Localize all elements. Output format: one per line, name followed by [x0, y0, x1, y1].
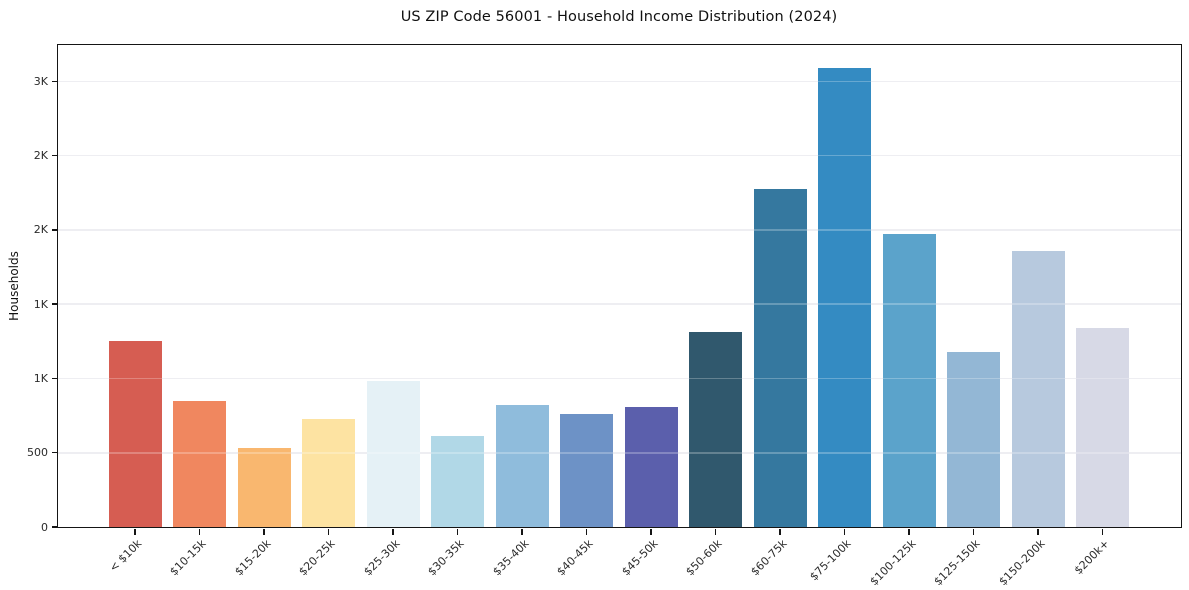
- x-tick-mark: [585, 528, 588, 535]
- x-tick-mark: [456, 528, 459, 535]
- y-tick-mark: [51, 377, 57, 380]
- bar-$200k+: [1076, 327, 1129, 527]
- x-tick-mark: [972, 528, 975, 535]
- x-tick-label-text: $15-20k: [231, 537, 274, 579]
- gridline-overlay: [58, 377, 1181, 380]
- y-tick-label: 2K: [33, 149, 48, 163]
- x-tick-label-text: $25-30k: [360, 537, 403, 579]
- bar-$45-50k: [624, 407, 678, 527]
- y-tick-mark: [51, 80, 57, 83]
- x-tick-mark: [198, 528, 201, 535]
- x-tick-label-text: $200k+: [1071, 537, 1112, 578]
- chart-title: US ZIP Code 56001 - Household Income Dis…: [400, 9, 838, 25]
- gridline: [58, 303, 1181, 305]
- gridline-overlay: [58, 154, 1181, 157]
- gridline: [58, 451, 1181, 454]
- x-tick-label-text: $45-50k: [618, 537, 661, 579]
- y-tick-label: 0: [41, 520, 48, 534]
- y-tick-label: 2K: [33, 223, 48, 237]
- gridline-overlay: [58, 229, 1181, 231]
- x-tick-mark: [908, 528, 910, 535]
- x-tick-label-text: $75-100k: [807, 537, 854, 584]
- y-tick-mark: [51, 229, 57, 231]
- x-tick-label-text: $35-40k: [489, 537, 532, 579]
- x-tick-mark: [843, 528, 846, 535]
- y-tick-label: 1K: [33, 297, 48, 311]
- bar-$25-30k: [366, 381, 420, 527]
- x-tick-mark: [392, 528, 394, 535]
- bar-$15-20k: [237, 447, 291, 527]
- x-tick-label-text: $150-200k: [996, 537, 1048, 589]
- y-tick-mark: [51, 154, 57, 157]
- bar-$40-45k: [560, 414, 613, 527]
- x-tick-mark: [1037, 528, 1039, 535]
- y-tick-mark: [51, 303, 57, 305]
- x-tick-label-text: $20-25k: [296, 537, 338, 579]
- y-tick-mark: [51, 526, 57, 528]
- x-tick-label-text: $40-45k: [554, 537, 596, 579]
- x-tick-mark: [650, 528, 652, 535]
- gridline: [58, 80, 1181, 83]
- x-tick-mark: [134, 528, 136, 535]
- gridline-overlay: [58, 303, 1181, 305]
- bar-$60-75k: [753, 189, 807, 527]
- bar-$150-200k: [1011, 251, 1065, 527]
- x-tick-mark: [327, 528, 330, 535]
- x-tick-mark: [263, 528, 265, 535]
- x-tick-mark: [714, 528, 717, 535]
- x-tick-label-text: $30-35k: [425, 537, 467, 579]
- bar-$35-40k: [495, 405, 549, 527]
- x-tick-mark: [521, 528, 523, 535]
- x-tick-label-text: $10-15k: [167, 537, 209, 579]
- bar-$75-100k: [818, 68, 871, 527]
- y-tick-label: 1K: [33, 371, 48, 385]
- y-tick-mark: [51, 451, 57, 454]
- x-tick-mark: [779, 528, 781, 535]
- x-tick-label-text: < $10k: [106, 537, 145, 575]
- bar-$30-35k: [431, 435, 484, 527]
- y-tick-label: 3K: [33, 74, 48, 88]
- y-tick-label: 500: [27, 446, 48, 460]
- gridline: [58, 377, 1181, 380]
- x-tick-label-text: $125-150k: [931, 537, 983, 589]
- gridline-overlay: [58, 451, 1181, 454]
- x-tick-mark: [1101, 528, 1104, 535]
- bar-< $10k: [108, 341, 162, 527]
- x-tick-label-text: $100-125k: [867, 537, 919, 589]
- x-tick-label-text: $50-60k: [683, 537, 725, 579]
- gridline-overlay: [58, 80, 1181, 83]
- gridline: [58, 229, 1181, 231]
- gridline: [58, 154, 1181, 157]
- x-tick-label-text: $60-75k: [747, 537, 790, 579]
- bar-$10-15k: [173, 400, 226, 527]
- bar-$20-25k: [302, 419, 355, 527]
- bar-$100-125k: [882, 233, 936, 527]
- bar-$125-150k: [947, 352, 1000, 527]
- bar-$50-60k: [689, 332, 742, 527]
